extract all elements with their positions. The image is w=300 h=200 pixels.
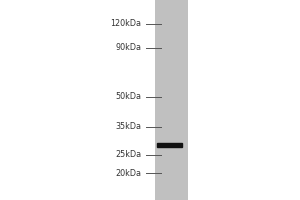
Bar — [157, 143, 182, 147]
Text: 90kDa: 90kDa — [115, 43, 141, 52]
Text: 20kDa: 20kDa — [115, 169, 141, 178]
Text: 25kDa: 25kDa — [115, 150, 141, 159]
Text: 50kDa: 50kDa — [115, 92, 141, 101]
Text: 35kDa: 35kDa — [115, 122, 141, 131]
Bar — [154, 0, 188, 200]
Text: 120kDa: 120kDa — [110, 19, 141, 28]
